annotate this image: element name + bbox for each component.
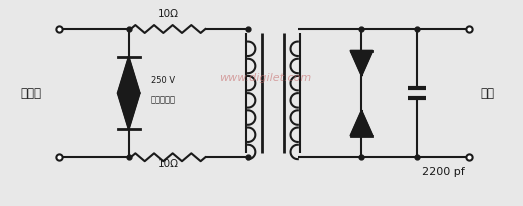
Polygon shape bbox=[118, 93, 140, 129]
Text: 10Ω: 10Ω bbox=[157, 159, 178, 169]
Polygon shape bbox=[350, 111, 372, 136]
Text: 用户: 用户 bbox=[481, 87, 495, 100]
Text: 10Ω: 10Ω bbox=[157, 9, 178, 19]
Polygon shape bbox=[118, 57, 140, 93]
Text: 变阻二极管: 变阻二极管 bbox=[151, 95, 176, 104]
Text: 250 V: 250 V bbox=[151, 76, 175, 85]
Text: www.digilet.com: www.digilet.com bbox=[219, 73, 311, 83]
Polygon shape bbox=[350, 51, 372, 75]
Text: 电话线: 电话线 bbox=[20, 87, 41, 100]
Text: 2200 pf: 2200 pf bbox=[422, 167, 465, 177]
